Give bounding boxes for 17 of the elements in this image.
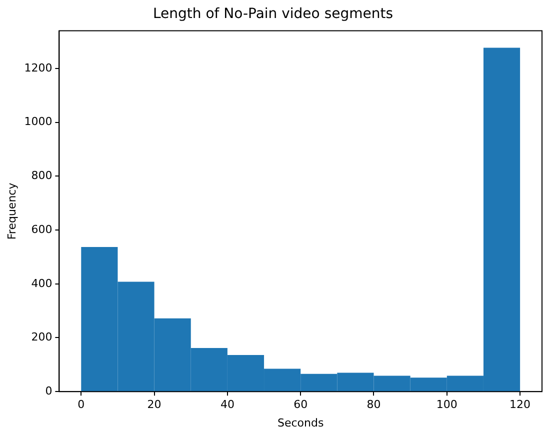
x-tick-label: 80 (366, 398, 381, 412)
y-tick-label: 400 (31, 276, 52, 290)
y-tick-label: 0 (45, 384, 52, 398)
chart-title: Length of No-Pain video segments (152, 6, 394, 22)
y-tick-label: 800 (31, 169, 52, 182)
y-tick-label: 200 (31, 330, 52, 344)
y-tick-label: 1200 (24, 61, 52, 74)
x-tick-label: 20 (147, 398, 162, 412)
x-tick-label: 0 (78, 398, 85, 412)
y-axis-title: Frequency (5, 182, 18, 240)
x-tick-label: 40 (220, 398, 234, 412)
y-tick-label: 1000 (24, 115, 52, 128)
y-tick-label: 600 (31, 222, 52, 236)
x-tick-label: 60 (294, 398, 308, 412)
x-tick-label: 120 (510, 398, 531, 412)
x-tick-label: 100 (436, 398, 458, 412)
x-axis-title: Seconds (277, 416, 324, 430)
